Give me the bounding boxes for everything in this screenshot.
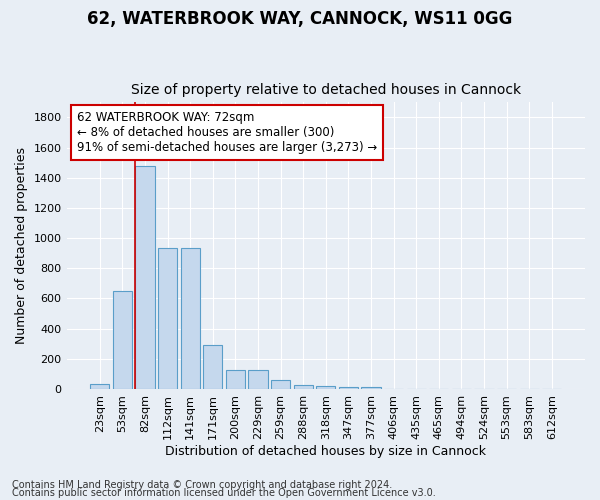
Bar [226, 370, 245, 389]
X-axis label: Distribution of detached houses by size in Cannock: Distribution of detached houses by size … [165, 444, 486, 458]
Bar [248, 370, 268, 389]
Bar [90, 384, 109, 389]
Text: Contains HM Land Registry data © Crown copyright and database right 2024.: Contains HM Land Registry data © Crown c… [12, 480, 392, 490]
Bar [293, 385, 313, 389]
Bar [113, 291, 132, 389]
Bar [339, 386, 358, 389]
Text: 62 WATERBROOK WAY: 72sqm
← 8% of detached houses are smaller (300)
91% of semi-d: 62 WATERBROOK WAY: 72sqm ← 8% of detache… [77, 111, 377, 154]
Bar [271, 380, 290, 389]
Y-axis label: Number of detached properties: Number of detached properties [15, 147, 28, 344]
Bar [181, 248, 200, 389]
Bar [361, 387, 380, 389]
Text: 62, WATERBROOK WAY, CANNOCK, WS11 0GG: 62, WATERBROOK WAY, CANNOCK, WS11 0GG [88, 10, 512, 28]
Bar [203, 345, 223, 389]
Text: Contains public sector information licensed under the Open Government Licence v3: Contains public sector information licen… [12, 488, 436, 498]
Bar [136, 166, 155, 389]
Title: Size of property relative to detached houses in Cannock: Size of property relative to detached ho… [131, 83, 521, 97]
Bar [158, 248, 177, 389]
Bar [316, 386, 335, 389]
